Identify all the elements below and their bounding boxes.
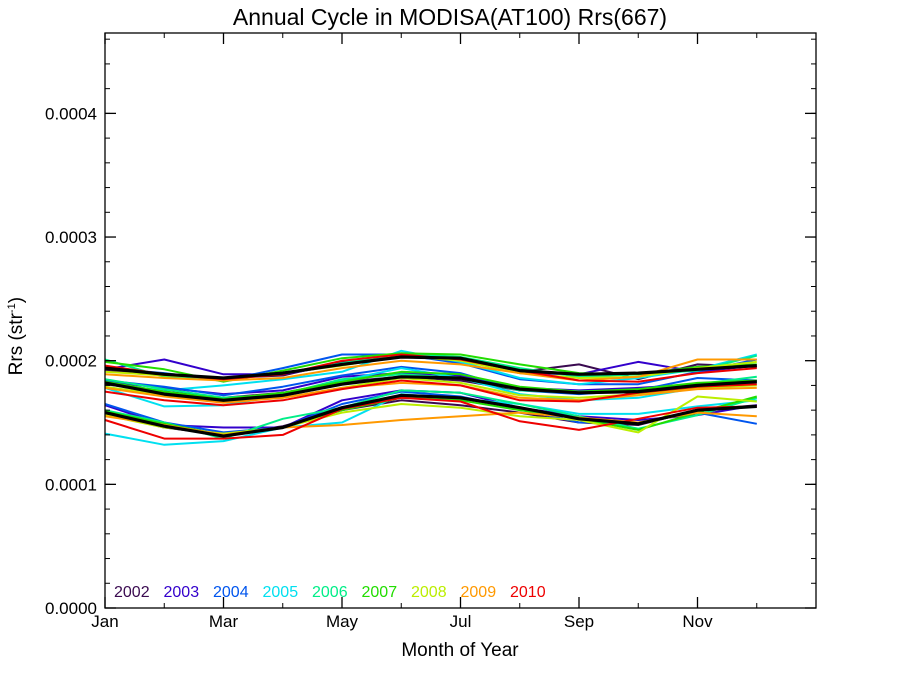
x-tick-label: Sep — [564, 612, 594, 631]
chart-title: Annual Cycle in MODISA(AT100) Rrs(667) — [232, 4, 668, 30]
legend-entry-2007: 2007 — [362, 584, 398, 601]
series-2009-mean-line — [104, 381, 757, 404]
legend-entry-2010: 2010 — [510, 584, 546, 601]
x-tick-label: Jul — [450, 612, 472, 631]
legend-entry-2003: 2003 — [164, 584, 200, 601]
y-tick-label: 0.0000 — [45, 599, 97, 618]
legend-entry-2004: 2004 — [213, 584, 249, 601]
legend-entry-2009: 2009 — [461, 584, 497, 601]
legend-entry-2008: 2008 — [411, 584, 447, 601]
x-axis-label: Month of Year — [401, 640, 519, 661]
series-lines — [104, 349, 758, 446]
overall-mean-line — [104, 375, 757, 402]
plot-frame — [104, 32, 817, 609]
x-tick-label: Mar — [209, 612, 239, 631]
y-tick-label: 0.0003 — [45, 228, 97, 247]
y-tick-label: 0.0004 — [45, 104, 97, 123]
x-tick-label: May — [326, 612, 359, 631]
overall-lower-line — [104, 393, 757, 438]
legend: 2002 2003 2004 2005 2006 2007 2008 2009 2010 — [114, 584, 546, 601]
legend-entry-2002: 2002 — [114, 584, 150, 601]
series-2010-lower-line — [104, 396, 757, 440]
y-tick-label: 0.0002 — [45, 352, 97, 371]
x-tick-label: Jan — [91, 612, 118, 631]
y-tick-label: 0.0001 — [45, 475, 97, 494]
x-tick-label: Nov — [682, 612, 713, 631]
overall-upper-line — [104, 355, 757, 380]
axes: 0.0000 0.0001 0.0002 0.0003 0.0004 Jan Mar May J… — [45, 32, 817, 631]
legend-entry-2005: 2005 — [263, 584, 299, 601]
legend-entry-2006: 2006 — [312, 584, 348, 601]
